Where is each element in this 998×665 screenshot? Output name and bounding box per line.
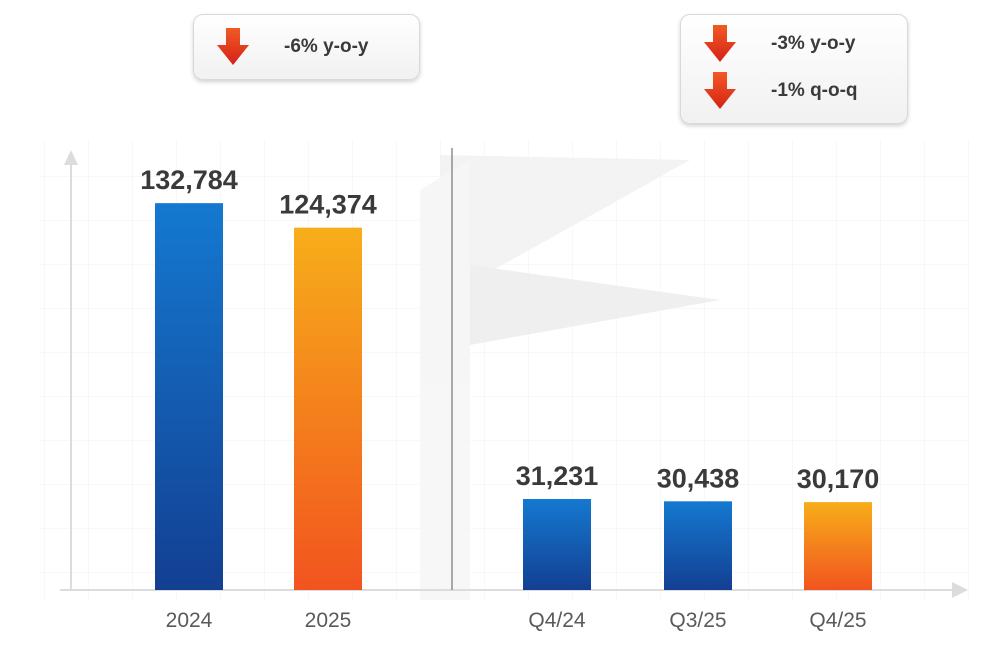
- yoy-change-label: -3% y-o-y: [771, 33, 856, 54]
- x-tick-label: 2024: [166, 609, 213, 632]
- value-label: 30,438: [657, 463, 740, 493]
- right-chart-panel: 31,231 Q4/24 30,438 Q3/25 30,170 Q4/25: [516, 461, 880, 632]
- bar-2024: [155, 203, 223, 590]
- left-y-axis-arrow-icon: [64, 150, 78, 165]
- change-badge-right: -3% y-o-y -1% q-o-q: [680, 14, 908, 124]
- bar-2025: [294, 227, 362, 590]
- bar-Q4-24: [523, 499, 591, 590]
- x-tick-label: Q4/24: [528, 609, 586, 632]
- x-axis-arrow-icon: [952, 582, 968, 598]
- bar-Q3-25: [664, 501, 732, 590]
- x-tick-label: Q4/25: [809, 609, 866, 632]
- down-arrow-icon: [217, 28, 249, 65]
- qoq-change-label: -1% q-o-q: [771, 80, 858, 101]
- value-label: 124,374: [279, 190, 377, 220]
- value-label: 132,784: [140, 165, 238, 195]
- down-arrow-icon: [704, 72, 736, 109]
- yoy-change-label: -6% y-o-y: [284, 36, 369, 57]
- watermark-shape: [420, 155, 720, 600]
- x-tick-label: 2025: [305, 609, 352, 632]
- x-tick-label: Q3/25: [669, 609, 726, 632]
- yoy-badge-left: -6% y-o-y: [193, 14, 420, 80]
- value-label: 31,231: [516, 461, 599, 491]
- down-arrow-icon: [704, 25, 736, 62]
- value-label: 30,170: [797, 464, 880, 494]
- bar-Q4-25: [804, 502, 872, 590]
- left-chart-panel: 132,784 2024 124,374 2025: [140, 165, 377, 632]
